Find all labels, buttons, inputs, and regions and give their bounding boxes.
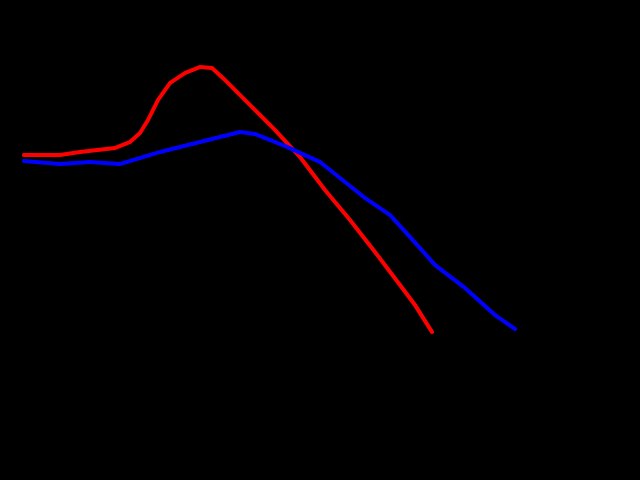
- line-series: [22, 65, 434, 334]
- line-series: [22, 130, 517, 331]
